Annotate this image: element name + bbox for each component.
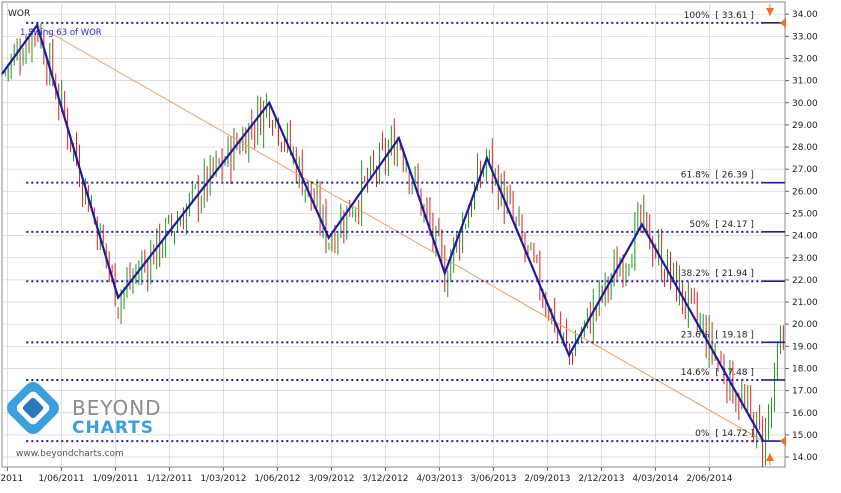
swing-polyline — [1, 22, 765, 442]
y-tick-label: 17.00 — [792, 387, 818, 397]
x-tick-label: 3/12/2012 — [362, 474, 408, 484]
swing-line — [1, 22, 765, 442]
logo-charts-text: CHARTS — [72, 418, 154, 438]
fib-pct-label: 100% — [684, 11, 710, 21]
fib-value-label: [ 19.18 ] — [715, 330, 754, 340]
fib-value-label: [ 14.72 ] — [715, 429, 754, 439]
y-tick-label: 23.00 — [792, 254, 818, 264]
fib-value-label: [ 21.94 ] — [715, 269, 754, 279]
chart-subtitle: 1.Swing 63 of WOR — [20, 28, 102, 38]
y-tick-label: 30.00 — [792, 99, 818, 109]
y-tick-label: 34.00 — [792, 10, 818, 20]
x-tick-label: 2/09/2013 — [524, 474, 570, 484]
fib-value-label: [ 17.48 ] — [715, 368, 754, 378]
y-tick-label: 27.00 — [792, 165, 818, 175]
y-tick-label: 20.00 — [792, 320, 818, 330]
beyondcharts-logo: BEYOND CHARTS www.beyondcharts.com — [7, 382, 162, 459]
y-tick-label: 16.00 — [792, 409, 818, 419]
x-tick-label: 1/06/2012 — [254, 474, 300, 484]
logo-beyond-text: BEYOND — [72, 396, 162, 420]
fib-pct-label: 14.6% — [681, 368, 710, 378]
y-tick-label: 31.00 — [792, 77, 818, 87]
y-tick-label: 29.00 — [792, 121, 818, 131]
fib-pct-label: 23.6% — [681, 330, 710, 340]
y-tick-label: 19.00 — [792, 342, 818, 352]
x-tick-label: 1/12/2011 — [146, 474, 192, 484]
y-tick-label: 22.00 — [792, 276, 818, 286]
y-tick-label: 26.00 — [792, 187, 818, 197]
x-tick-label: 4/03/2013 — [416, 474, 462, 484]
y-tick-label: 21.00 — [792, 298, 818, 308]
fib-pct-label: 61.8% — [681, 171, 710, 181]
y-axis: 14.00 15.00 16.00 17.00 18.00 19.00 20.00 21.00… — [785, 10, 818, 463]
top-pin-arrow — [766, 8, 774, 16]
trendline — [36, 24, 764, 442]
fib-pct-label: 0% — [695, 429, 710, 439]
x-tick-label: 4/03/2014 — [632, 474, 678, 484]
fib-pct-label: 50% — [689, 220, 709, 230]
x-tick-label: 3/09/2012 — [308, 474, 354, 484]
fib-value-label: [ 26.39 ] — [715, 171, 754, 181]
y-tick-label: 25.00 — [792, 209, 818, 219]
x-axis: 2/2011 1/06/2011 1/09/2011 1/12/2011 1/03/20… — [0, 467, 733, 484]
x-tick-label: 2/06/2014 — [686, 474, 732, 484]
trend-line — [36, 24, 764, 442]
y-tick-label: 18.00 — [792, 364, 818, 374]
logo-url: www.beyondcharts.com — [16, 449, 124, 459]
x-tick-label: 2/12/2013 — [578, 474, 624, 484]
fib-value-label: [ 24.17 ] — [715, 220, 754, 230]
x-tick-label: 1/03/2012 — [200, 474, 246, 484]
y-tick-label: 32.00 — [792, 54, 818, 64]
y-tick-label: 15.00 — [792, 431, 818, 441]
x-tick-label: 2/2011 — [0, 474, 23, 484]
anchor-marker — [780, 17, 786, 28]
x-tick-label: 1/09/2011 — [92, 474, 138, 484]
fib-pct-label: 38.2% — [681, 269, 710, 279]
logo-diamond-core — [22, 397, 44, 419]
fibonacci-levels: 100% [ 33.61 ] 61.8% [ 26.39 ] 50% [ 24.17 ] 3… — [26, 11, 785, 443]
anchor-markers — [766, 4, 786, 465]
y-tick-label: 24.00 — [792, 232, 818, 242]
anchor-marker — [780, 436, 786, 447]
y-tick-label: 14.00 — [792, 453, 818, 463]
y-tick-label: 33.00 — [792, 32, 818, 42]
x-tick-label: 1/06/2011 — [38, 474, 84, 484]
fib-value-label: [ 33.61 ] — [715, 11, 754, 21]
x-tick-label: 3/06/2013 — [470, 474, 516, 484]
bottom-pin-arrow — [766, 453, 774, 461]
symbol-label: WOR — [8, 9, 30, 19]
y-tick-label: 28.00 — [792, 143, 818, 153]
